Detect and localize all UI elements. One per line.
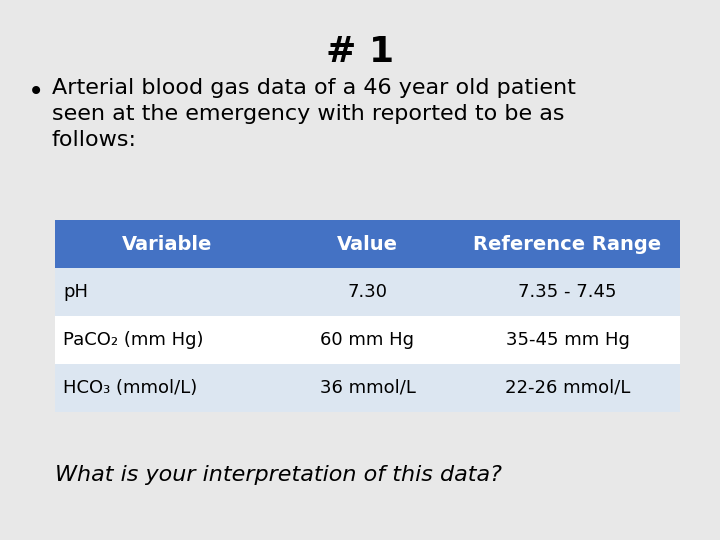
Bar <box>455 364 680 412</box>
Text: 7.35 - 7.45: 7.35 - 7.45 <box>518 283 617 301</box>
Bar <box>280 316 455 364</box>
Bar <box>280 364 455 412</box>
Bar <box>455 268 680 316</box>
Bar <box>55 268 280 316</box>
Bar <box>455 220 680 268</box>
Text: 7.30: 7.30 <box>348 283 387 301</box>
Text: seen at the emergency with reported to be as: seen at the emergency with reported to b… <box>52 104 564 124</box>
Text: •: • <box>28 78 44 106</box>
Bar <box>55 220 280 268</box>
Text: pH: pH <box>63 283 88 301</box>
Text: Reference Range: Reference Range <box>474 234 662 253</box>
Text: follows:: follows: <box>52 130 137 150</box>
Text: HCO₃ (mmol/L): HCO₃ (mmol/L) <box>63 379 197 397</box>
Text: 22-26 mmol/L: 22-26 mmol/L <box>505 379 630 397</box>
Bar <box>280 268 455 316</box>
Text: # 1: # 1 <box>326 35 394 69</box>
Text: What is your interpretation of this data?: What is your interpretation of this data… <box>55 465 502 485</box>
Text: Variable: Variable <box>122 234 212 253</box>
Text: Value: Value <box>337 234 398 253</box>
Bar <box>280 220 455 268</box>
Text: 35-45 mm Hg: 35-45 mm Hg <box>505 331 629 349</box>
Text: 36 mmol/L: 36 mmol/L <box>320 379 415 397</box>
Bar <box>455 316 680 364</box>
Bar <box>55 316 280 364</box>
Text: PaCO₂ (mm Hg): PaCO₂ (mm Hg) <box>63 331 204 349</box>
Text: Arterial blood gas data of a 46 year old patient: Arterial blood gas data of a 46 year old… <box>52 78 576 98</box>
Bar <box>55 364 280 412</box>
Text: 60 mm Hg: 60 mm Hg <box>320 331 415 349</box>
